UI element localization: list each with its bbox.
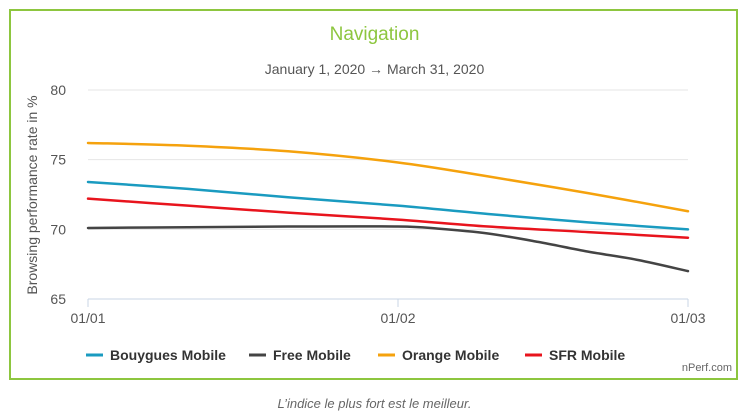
legend-label: SFR Mobile xyxy=(549,347,625,363)
legend: Bouygues Mobile Free Mobile Orange Mobile S… xyxy=(86,347,625,363)
axis-ticks: 65 70 75 80 01/01 01/02 01/03 xyxy=(50,82,705,326)
series-line-bouygues-mobile xyxy=(86,180,690,231)
y-tick-label: 65 xyxy=(50,291,66,307)
footer-note: L’indice le plus fort est le meilleur. xyxy=(277,396,472,411)
legend-label: Bouygues Mobile xyxy=(110,347,226,363)
legend-label: Free Mobile xyxy=(273,347,351,363)
legend-label: Orange Mobile xyxy=(402,347,499,363)
x-tick-label: 01/02 xyxy=(380,310,415,326)
series-line-free-mobile xyxy=(86,225,690,273)
series-line-orange-mobile xyxy=(86,141,690,213)
legend-item-orange-mobile[interactable]: Orange Mobile xyxy=(378,347,499,363)
credit-text: nPerf.com xyxy=(681,362,732,374)
legend-item-free-mobile[interactable]: Free Mobile xyxy=(249,347,351,363)
y-tick-label: 80 xyxy=(50,82,66,98)
y-axis-label: Browsing performance rate in % xyxy=(24,95,40,294)
chart-subtitle: January 1, 2020 → March 31, 2020 xyxy=(264,61,485,77)
legend-item-sfr-mobile[interactable]: SFR Mobile xyxy=(525,347,625,363)
legend-item-bouygues-mobile[interactable]: Bouygues Mobile xyxy=(86,347,226,363)
gridlines xyxy=(88,89,688,300)
x-tick-label: 01/01 xyxy=(70,310,105,326)
chart-title: Navigation xyxy=(329,24,420,45)
x-tick-label: 01/03 xyxy=(670,310,705,326)
series-line-sfr-mobile xyxy=(86,197,690,239)
y-tick-label: 70 xyxy=(50,221,66,237)
y-tick-label: 75 xyxy=(50,152,66,168)
series-lines xyxy=(86,141,690,273)
chart-frame xyxy=(9,9,738,380)
